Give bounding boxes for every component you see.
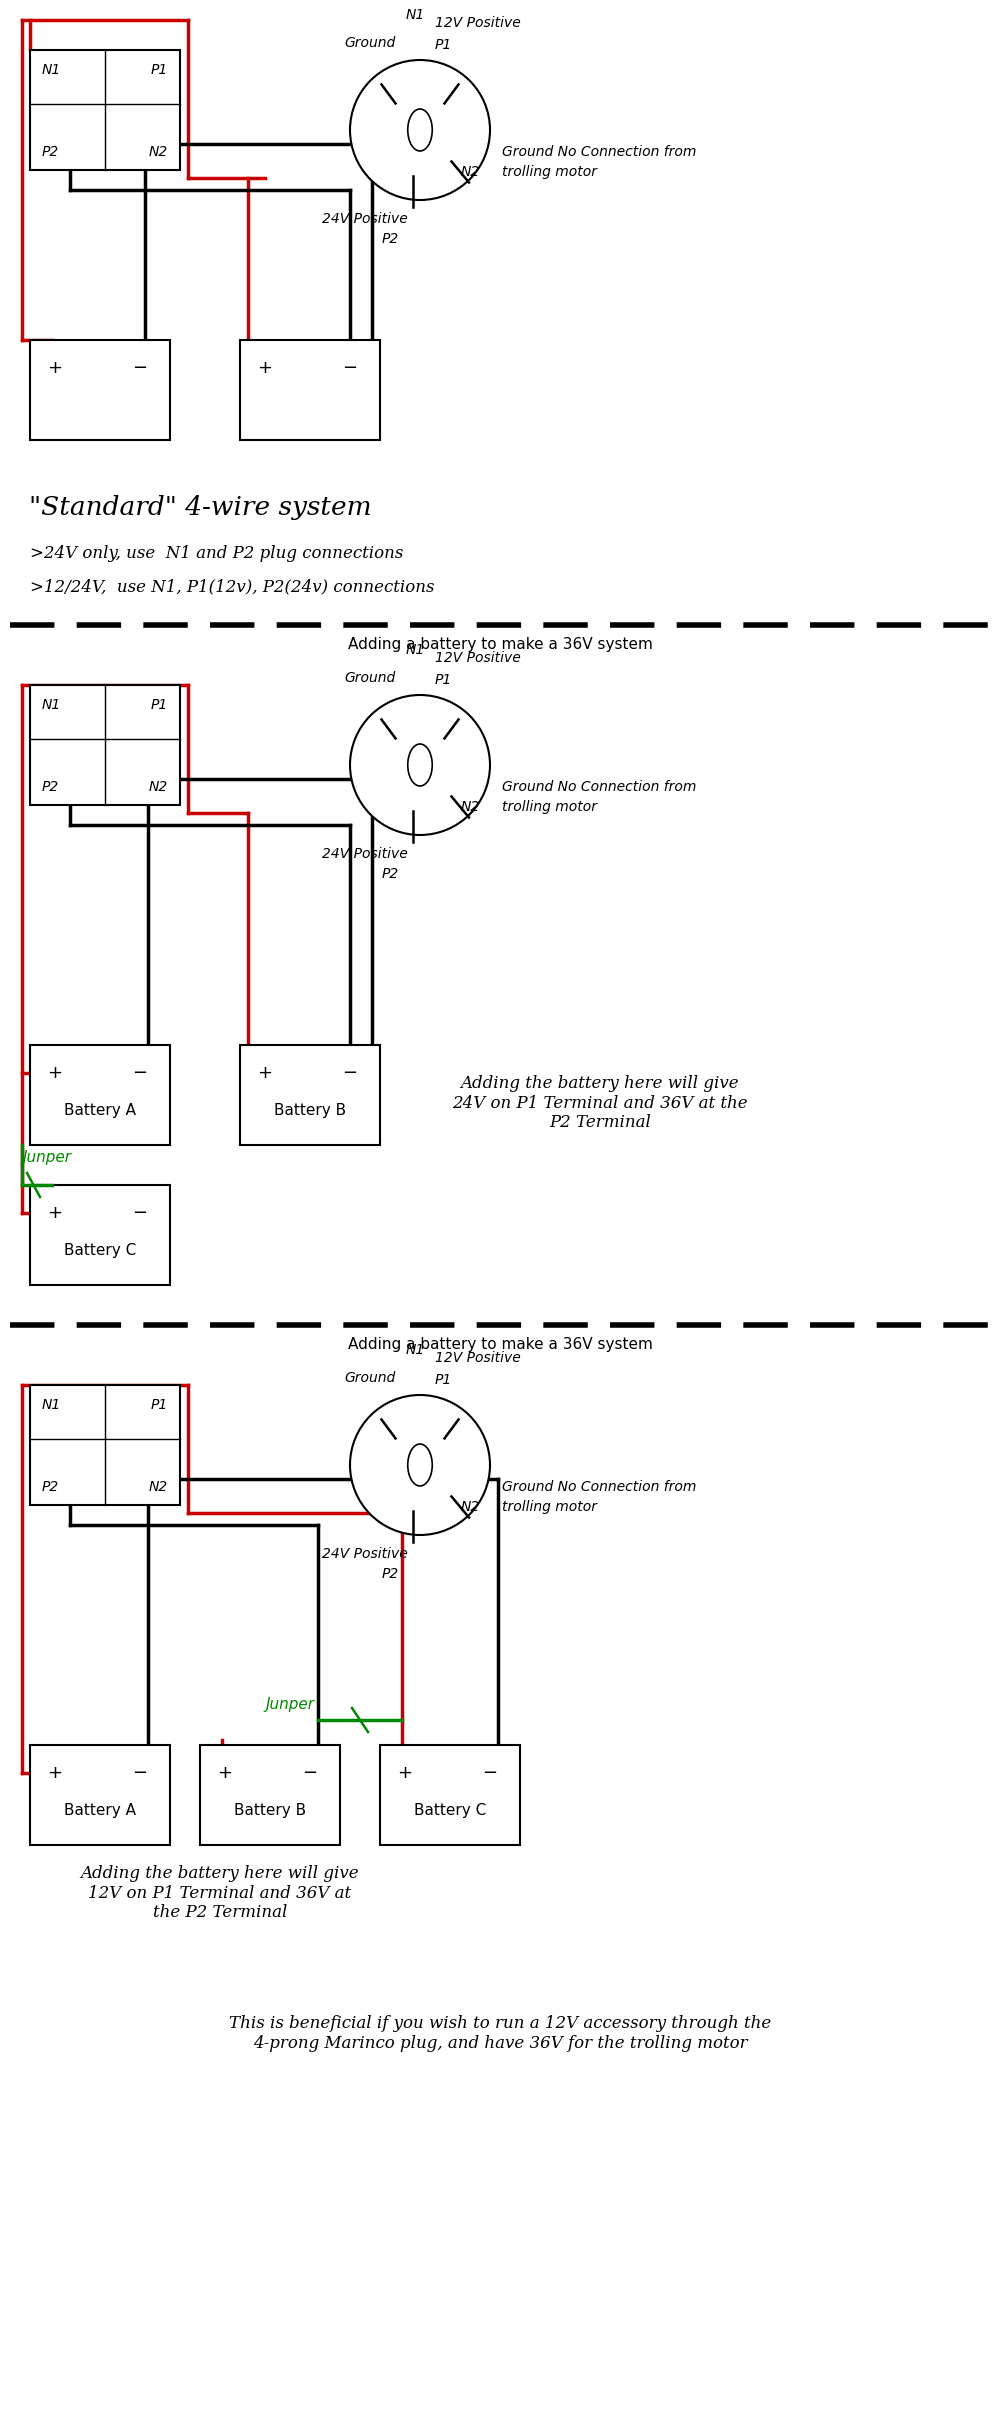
Bar <box>380 1746 520 1845</box>
Text: N1: N1 <box>405 7 425 22</box>
Bar <box>30 1185 170 1284</box>
Text: P2: P2 <box>381 233 399 245</box>
Text: Battery C: Battery C <box>64 1243 136 1258</box>
Text: N1: N1 <box>405 643 425 658</box>
Text: Junper: Junper <box>22 1151 71 1165</box>
Text: Ground No Connection from: Ground No Connection from <box>502 779 696 794</box>
Text: Ground No Connection from: Ground No Connection from <box>502 1481 696 1493</box>
Text: N2: N2 <box>149 146 168 158</box>
Text: Junper: Junper <box>266 1697 314 1712</box>
Text: P2: P2 <box>42 146 59 158</box>
Text: −: − <box>482 1765 498 1782</box>
Bar <box>240 1044 380 1146</box>
Text: P1: P1 <box>435 1372 452 1386</box>
Bar <box>30 685 180 806</box>
Text: 24V Positive: 24V Positive <box>322 1547 408 1561</box>
Ellipse shape <box>408 743 432 787</box>
Text: +: + <box>258 359 272 376</box>
Text: Ground: Ground <box>344 670 396 685</box>
Text: 12V Positive: 12V Positive <box>435 1350 521 1365</box>
Text: P2: P2 <box>381 1566 399 1581</box>
Text: Battery A: Battery A <box>64 1102 136 1117</box>
Text: N2: N2 <box>149 779 168 794</box>
Text: 24V Positive: 24V Positive <box>322 211 408 226</box>
Text: N1: N1 <box>42 1399 61 1413</box>
Text: +: + <box>258 1063 272 1083</box>
Text: 12V Positive: 12V Positive <box>435 17 521 29</box>
Text: P1: P1 <box>435 673 452 687</box>
Text: trolling motor: trolling motor <box>502 799 597 813</box>
Text: −: − <box>132 1765 148 1782</box>
Bar <box>200 1746 340 1845</box>
Text: P1: P1 <box>435 39 452 51</box>
Text: Ground: Ground <box>344 1372 396 1384</box>
Text: −: − <box>302 1765 318 1782</box>
Text: +: + <box>48 1204 62 1221</box>
Bar <box>240 340 380 439</box>
Text: trolling motor: trolling motor <box>502 1501 597 1515</box>
Text: −: − <box>132 359 148 376</box>
Text: N2: N2 <box>149 1481 168 1493</box>
Text: 24V Positive: 24V Positive <box>322 847 408 862</box>
Text: trolling motor: trolling motor <box>502 165 597 180</box>
Circle shape <box>350 61 490 199</box>
Circle shape <box>350 694 490 835</box>
Text: P2: P2 <box>42 779 59 794</box>
Bar <box>30 1384 180 1505</box>
Text: Battery B: Battery B <box>274 1102 346 1117</box>
Text: N1: N1 <box>42 63 61 78</box>
Text: N2: N2 <box>461 165 480 180</box>
Text: Adding a battery to make a 36V system: Adding a battery to make a 36V system <box>348 636 652 653</box>
Text: Adding the battery here will give
24V on P1 Terminal and 36V at the
P2 Terminal: Adding the battery here will give 24V on… <box>452 1076 748 1131</box>
Text: Ground No Connection from: Ground No Connection from <box>502 146 696 158</box>
Text: N2: N2 <box>461 1501 480 1515</box>
Text: N1: N1 <box>405 1343 425 1357</box>
Ellipse shape <box>408 1445 432 1486</box>
Text: N2: N2 <box>461 799 480 813</box>
Text: Ground: Ground <box>344 36 396 51</box>
Text: −: − <box>132 1063 148 1083</box>
Text: Battery C: Battery C <box>414 1802 486 1819</box>
Text: Adding the battery here will give
12V on P1 Terminal and 36V at
the P2 Terminal: Adding the battery here will give 12V on… <box>81 1865 359 1921</box>
Bar <box>30 1746 170 1845</box>
Text: −: − <box>132 1204 148 1221</box>
Text: P2: P2 <box>42 1481 59 1493</box>
Text: +: + <box>48 1063 62 1083</box>
Text: +: + <box>48 1765 62 1782</box>
Text: "Standard" 4-wire system: "Standard" 4-wire system <box>29 495 371 520</box>
Text: 12V Positive: 12V Positive <box>435 651 521 665</box>
Text: P1: P1 <box>151 697 168 711</box>
Text: This is beneficial if you wish to run a 12V accessory through the
4-prong Marinc: This is beneficial if you wish to run a … <box>229 2015 771 2052</box>
Text: −: − <box>342 359 358 376</box>
Text: P2: P2 <box>381 867 399 881</box>
Bar <box>30 51 180 170</box>
Text: P1: P1 <box>151 1399 168 1413</box>
Text: −: − <box>342 1063 358 1083</box>
Bar <box>30 1044 170 1146</box>
Text: N1: N1 <box>42 697 61 711</box>
Ellipse shape <box>408 109 432 151</box>
Text: +: + <box>398 1765 413 1782</box>
Text: +: + <box>218 1765 232 1782</box>
Bar <box>30 340 170 439</box>
Text: >12/24V,  use N1, P1(12v), P2(24v) connections: >12/24V, use N1, P1(12v), P2(24v) connec… <box>30 578 434 595</box>
Text: Adding a battery to make a 36V system: Adding a battery to make a 36V system <box>348 1338 652 1352</box>
Text: Battery B: Battery B <box>234 1802 306 1819</box>
Circle shape <box>350 1396 490 1534</box>
Text: Battery A: Battery A <box>64 1802 136 1819</box>
Text: +: + <box>48 359 62 376</box>
Text: >24V only, use  N1 and P2 plug connections: >24V only, use N1 and P2 plug connection… <box>30 544 403 561</box>
Text: P1: P1 <box>151 63 168 78</box>
